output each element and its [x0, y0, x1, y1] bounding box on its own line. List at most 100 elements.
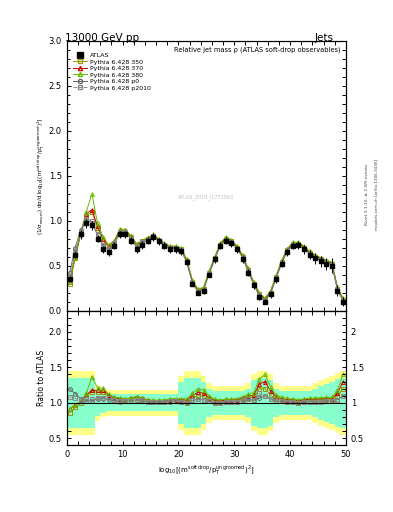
- Bar: [296, 386, 301, 420]
- Bar: [89, 371, 95, 435]
- Bar: [323, 378, 329, 428]
- Bar: [134, 390, 140, 416]
- Bar: [268, 374, 273, 431]
- Bar: [67, 378, 72, 428]
- Bar: [95, 390, 100, 416]
- Bar: [262, 371, 268, 435]
- Bar: [201, 381, 206, 424]
- Bar: [257, 378, 262, 428]
- Bar: [184, 378, 189, 428]
- Text: Relative jet mass ρ (ATLAS soft-drop observables): Relative jet mass ρ (ATLAS soft-drop obs…: [174, 47, 340, 53]
- Bar: [240, 386, 245, 420]
- Legend: ATLAS, Pythia 6.428 350, Pythia 6.428 370, Pythia 6.428 380, Pythia 6.428 p0, Py: ATLAS, Pythia 6.428 350, Pythia 6.428 37…: [73, 52, 151, 91]
- Bar: [223, 386, 229, 420]
- Bar: [178, 381, 184, 424]
- Bar: [273, 389, 279, 417]
- Bar: [162, 394, 167, 411]
- Text: Rivet 3.1.10, ≥ 2.5M events: Rivet 3.1.10, ≥ 2.5M events: [365, 164, 369, 225]
- Bar: [290, 391, 296, 415]
- Bar: [307, 391, 312, 415]
- Bar: [78, 378, 84, 428]
- Bar: [318, 380, 323, 425]
- Bar: [128, 394, 134, 411]
- Bar: [89, 378, 95, 428]
- Text: ATLAS_2019_I1772563: ATLAS_2019_I1772563: [178, 195, 234, 200]
- Bar: [217, 391, 223, 415]
- Bar: [340, 371, 346, 435]
- Bar: [245, 389, 251, 417]
- Bar: [156, 390, 162, 416]
- Text: 13000 GeV pp: 13000 GeV pp: [65, 33, 139, 44]
- Bar: [151, 394, 156, 411]
- Bar: [189, 371, 195, 435]
- Bar: [178, 376, 184, 430]
- Bar: [78, 371, 84, 435]
- Bar: [112, 394, 117, 411]
- Bar: [251, 374, 257, 431]
- Bar: [100, 389, 106, 417]
- Bar: [112, 390, 117, 416]
- Text: mcplots.cern.ch [arXiv:1306.3436]: mcplots.cern.ch [arXiv:1306.3436]: [375, 159, 379, 230]
- Bar: [100, 393, 106, 413]
- Bar: [123, 394, 128, 411]
- Bar: [140, 390, 145, 416]
- Bar: [340, 378, 346, 428]
- X-axis label: log$_{10}$[(m$^{\rm soft\,drop}$/p$_{\rm T}^{\rm ungroomed}$)$^{2}$]: log$_{10}$[(m$^{\rm soft\,drop}$/p$_{\rm…: [158, 463, 255, 477]
- Bar: [229, 391, 234, 415]
- Bar: [162, 390, 167, 416]
- Bar: [128, 390, 134, 416]
- Bar: [335, 373, 340, 433]
- Bar: [323, 383, 329, 422]
- Bar: [206, 383, 212, 423]
- Bar: [151, 390, 156, 416]
- Bar: [217, 386, 223, 420]
- Bar: [234, 391, 240, 415]
- Bar: [173, 394, 178, 411]
- Bar: [335, 379, 340, 427]
- Bar: [329, 376, 335, 430]
- Bar: [72, 378, 78, 428]
- Bar: [123, 390, 128, 416]
- Bar: [312, 383, 318, 423]
- Bar: [117, 394, 123, 411]
- Bar: [84, 378, 89, 428]
- Bar: [279, 386, 285, 420]
- Bar: [251, 380, 257, 425]
- Bar: [206, 389, 212, 417]
- Bar: [167, 390, 173, 416]
- Bar: [156, 394, 162, 411]
- Bar: [145, 394, 151, 411]
- Bar: [106, 394, 112, 411]
- Y-axis label: (1/σ$_{\rm resum}$) dσ/d log$_{10}$[(m$^{\rm soft\,drop}$/p$_{\rm T}^{\rm ungroo: (1/σ$_{\rm resum}$) dσ/d log$_{10}$[(m$^…: [36, 117, 47, 234]
- Bar: [145, 390, 151, 416]
- Bar: [279, 391, 285, 415]
- Bar: [167, 394, 173, 411]
- Bar: [285, 386, 290, 420]
- Bar: [329, 381, 335, 424]
- Bar: [201, 376, 206, 430]
- Bar: [312, 389, 318, 417]
- Bar: [245, 383, 251, 423]
- Bar: [212, 386, 217, 420]
- Bar: [67, 371, 72, 435]
- Bar: [212, 391, 217, 415]
- Bar: [195, 371, 201, 435]
- Bar: [268, 380, 273, 425]
- Bar: [95, 385, 100, 420]
- Bar: [117, 390, 123, 416]
- Bar: [240, 391, 245, 415]
- Bar: [318, 386, 323, 420]
- Bar: [72, 371, 78, 435]
- Bar: [106, 390, 112, 416]
- Text: Jets: Jets: [315, 33, 334, 44]
- Bar: [234, 386, 240, 420]
- Bar: [290, 386, 296, 420]
- Bar: [296, 391, 301, 415]
- Bar: [134, 394, 140, 411]
- Bar: [189, 378, 195, 428]
- Bar: [273, 383, 279, 423]
- Bar: [301, 391, 307, 415]
- Bar: [184, 371, 189, 435]
- Bar: [84, 371, 89, 435]
- Bar: [195, 378, 201, 428]
